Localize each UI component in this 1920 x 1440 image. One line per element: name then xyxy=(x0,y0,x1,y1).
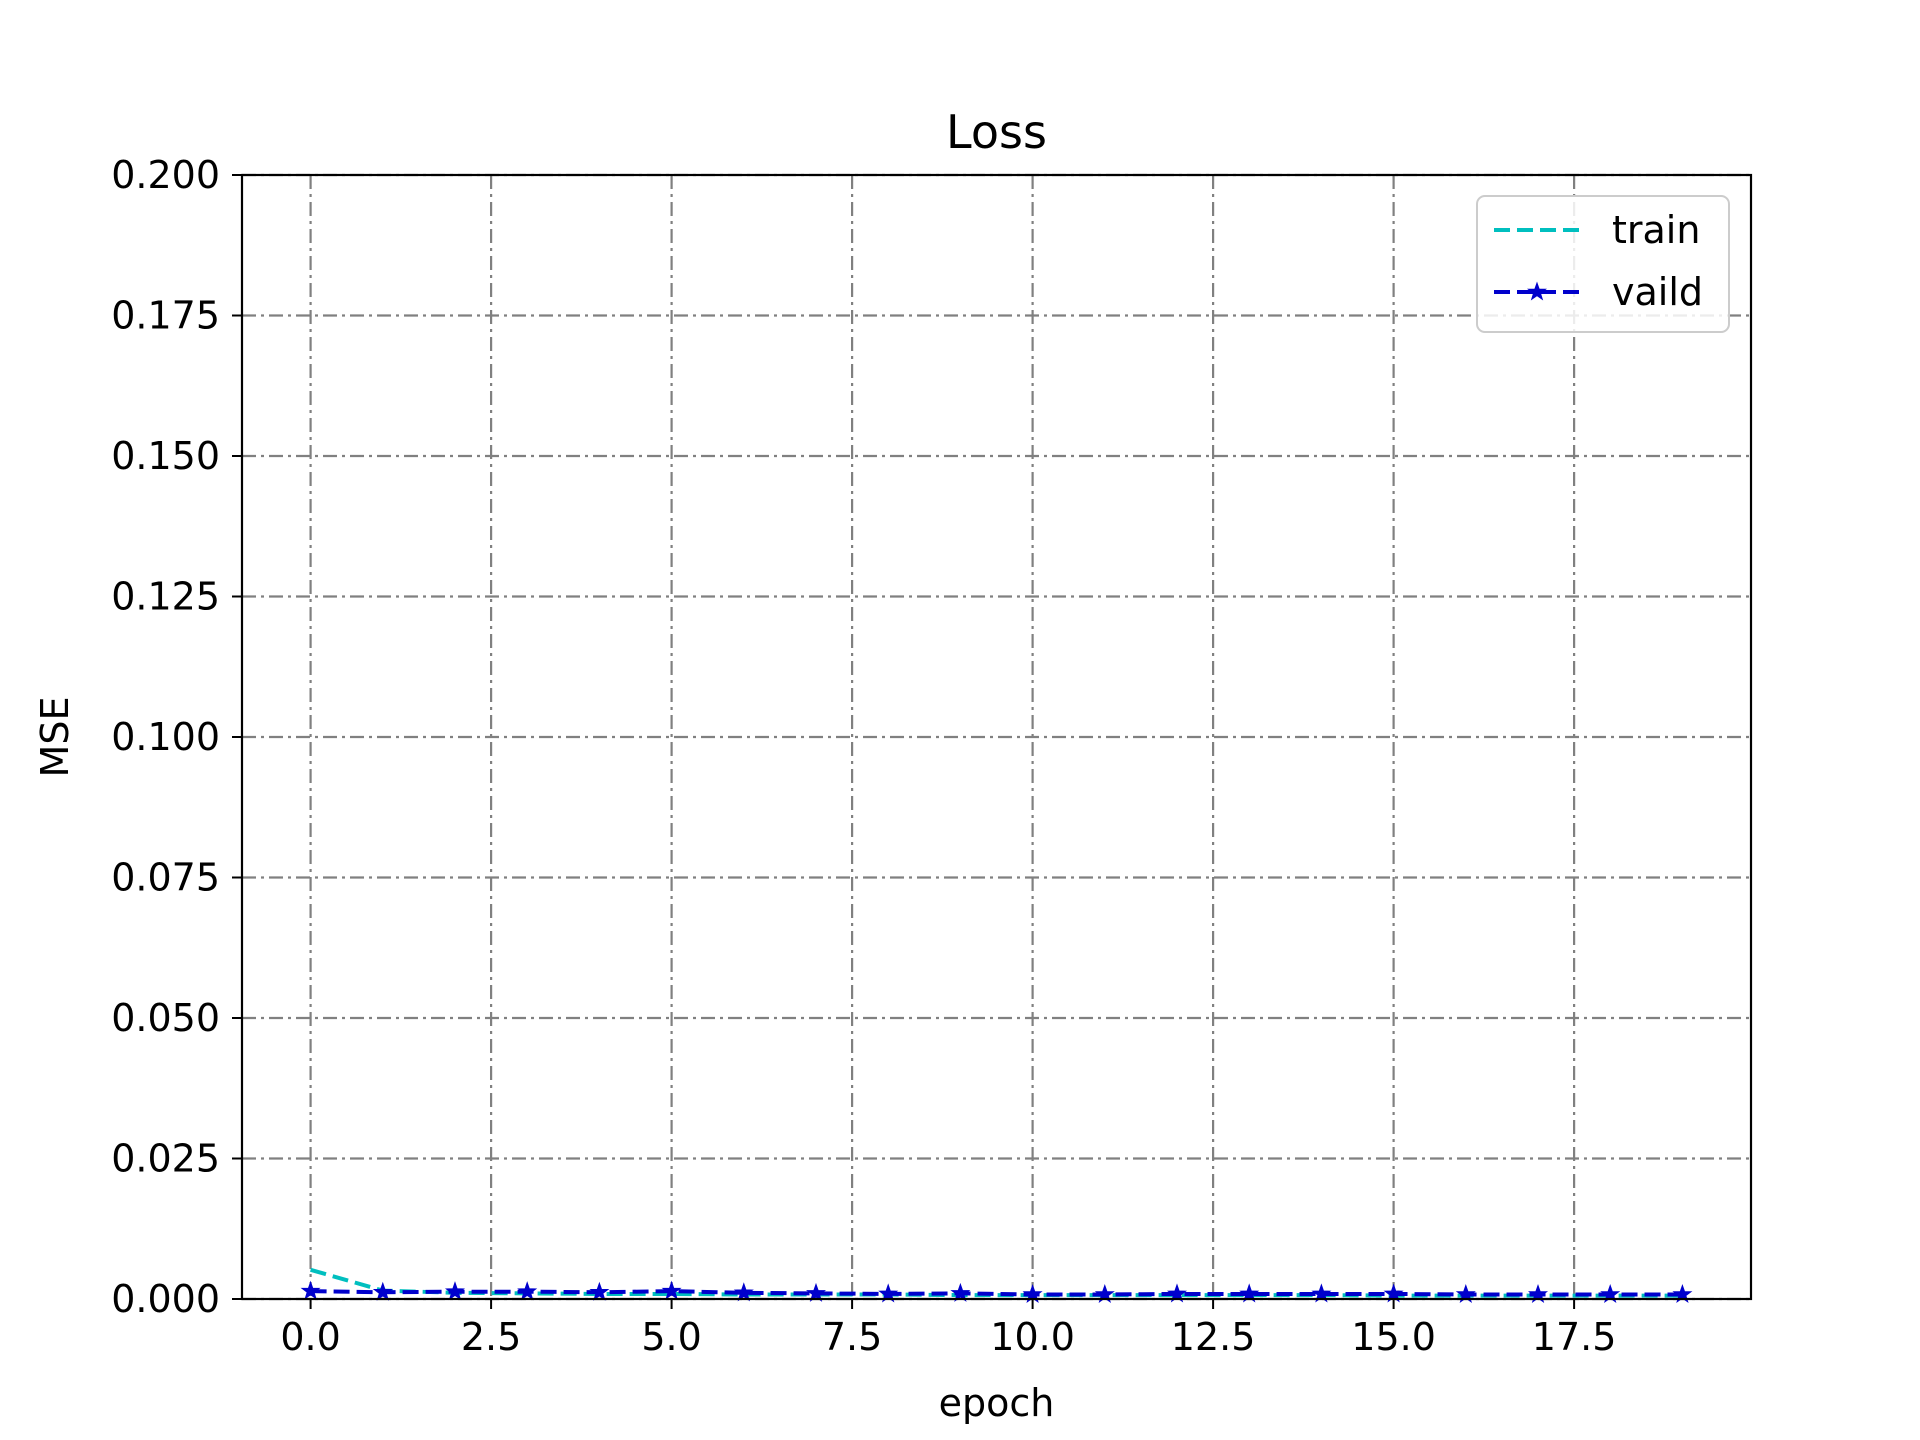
vaild-star-marker xyxy=(805,1282,827,1302)
x-tick-label: 5.0 xyxy=(641,1315,701,1359)
vaild-star-marker xyxy=(1311,1283,1332,1303)
legend-vaild-star-marker xyxy=(1526,281,1548,301)
x-tick-label: 2.5 xyxy=(461,1315,521,1359)
x-tick-label: 10.0 xyxy=(990,1315,1075,1359)
y-tick-label: 0.125 xyxy=(111,575,220,619)
legend-vaild-label: vaild xyxy=(1612,270,1703,314)
vaild-star-marker xyxy=(517,1281,538,1301)
train-series-line xyxy=(310,1267,1683,1298)
vaild-star-marker xyxy=(372,1281,393,1301)
y-tick-label: 0.025 xyxy=(111,1137,220,1181)
x-tick-label: 15.0 xyxy=(1351,1315,1436,1359)
legend-train-label: train xyxy=(1612,208,1700,252)
x-tick-label: 17.5 xyxy=(1532,1315,1617,1359)
vaild-star-marker xyxy=(661,1280,682,1300)
vaild-star-marker xyxy=(1239,1283,1260,1303)
y-tick-label: 0.075 xyxy=(111,856,220,900)
ticks: 0.0 2.5 5.0 7.5 10.0 12.5 15.0 17.5 0.000 0.025 0.… xyxy=(111,153,1616,1359)
vaild-star-marker xyxy=(589,1281,610,1301)
y-axis-label: MSE xyxy=(33,697,77,778)
y-tick-label: 0.150 xyxy=(111,434,220,478)
vaild-star-marker xyxy=(733,1282,754,1302)
y-tick-label: 0.000 xyxy=(111,1277,220,1321)
x-axis-label: epoch xyxy=(939,1381,1055,1425)
y-tick-label: 0.050 xyxy=(111,996,220,1040)
vaild-star-marker xyxy=(1383,1283,1404,1303)
vaild-star-marker xyxy=(878,1283,899,1303)
vaild-star-marker xyxy=(950,1282,971,1302)
x-tick-label: 7.5 xyxy=(822,1315,882,1359)
vaild-star-marker xyxy=(300,1280,321,1300)
legend: train vaild xyxy=(1476,195,1730,333)
y-tick-label: 0.175 xyxy=(111,294,220,338)
x-tick-label: 0.0 xyxy=(280,1315,340,1359)
vaild-star-marker xyxy=(444,1281,465,1301)
vaild-star-marker xyxy=(1166,1283,1188,1303)
y-tick-label: 0.100 xyxy=(111,715,220,759)
chart-title: Loss xyxy=(946,105,1047,159)
y-tick-label: 0.200 xyxy=(111,153,220,197)
x-tick-label: 12.5 xyxy=(1171,1315,1256,1359)
